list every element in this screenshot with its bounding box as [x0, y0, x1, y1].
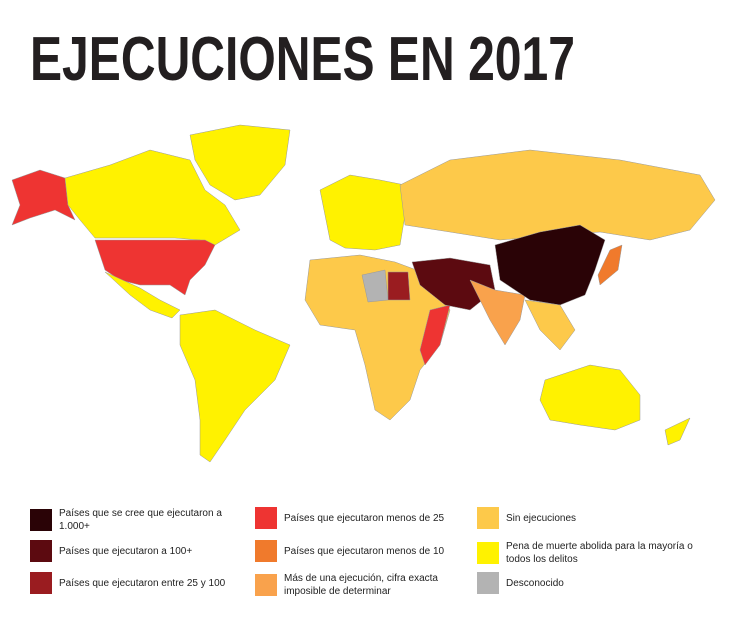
legend-item: Países que se cree que ejecutaron a 1.00…: [30, 507, 250, 533]
legend-swatch: [477, 572, 499, 594]
legend-label: Desconocido: [506, 577, 564, 589]
legend-swatch: [30, 572, 52, 594]
legend-label: Países que se cree que ejecutaron a 1.00…: [59, 508, 222, 532]
legend-label: Países que ejecutaron entre 25 y 100: [59, 577, 226, 589]
legend-item: Países que ejecutaron menos de 25: [255, 507, 475, 529]
legend-label: Sin ejecuciones: [506, 512, 577, 524]
legend-swatch: [30, 509, 52, 531]
legend-swatch: [477, 507, 499, 529]
legend-label: Pena de muerte abolida para la mayoría o…: [506, 541, 693, 565]
legend-item: Países que ejecutaron a 100+: [30, 540, 250, 562]
legend-item: Países que ejecutaron entre 25 y 100: [30, 572, 250, 594]
legend-swatch: [30, 540, 52, 562]
legend-swatch: [255, 540, 277, 562]
legend-label: Más de una ejecución, cifra exacta impos…: [284, 573, 438, 597]
title: EJECUCIONES EN 2017: [30, 25, 575, 94]
legend-item: Países que ejecutaron menos de 10: [255, 540, 475, 562]
legend-item: Desconocido: [477, 572, 697, 594]
legend-item: Más de una ejecución, cifra exacta impos…: [255, 572, 475, 598]
legend-label: Países que ejecutaron a 100+: [59, 545, 193, 557]
legend-swatch: [255, 574, 277, 596]
legend-swatch: [255, 507, 277, 529]
legend-label: Países que ejecutaron menos de 25: [284, 512, 445, 524]
world-map: [11, 124, 716, 463]
legend-item: Pena de muerte abolida para la mayoría o…: [477, 540, 697, 566]
legend-item: Sin ejecuciones: [477, 507, 697, 529]
legend-label: Países que ejecutaron menos de 10: [284, 545, 445, 557]
legend-swatch: [477, 542, 499, 564]
